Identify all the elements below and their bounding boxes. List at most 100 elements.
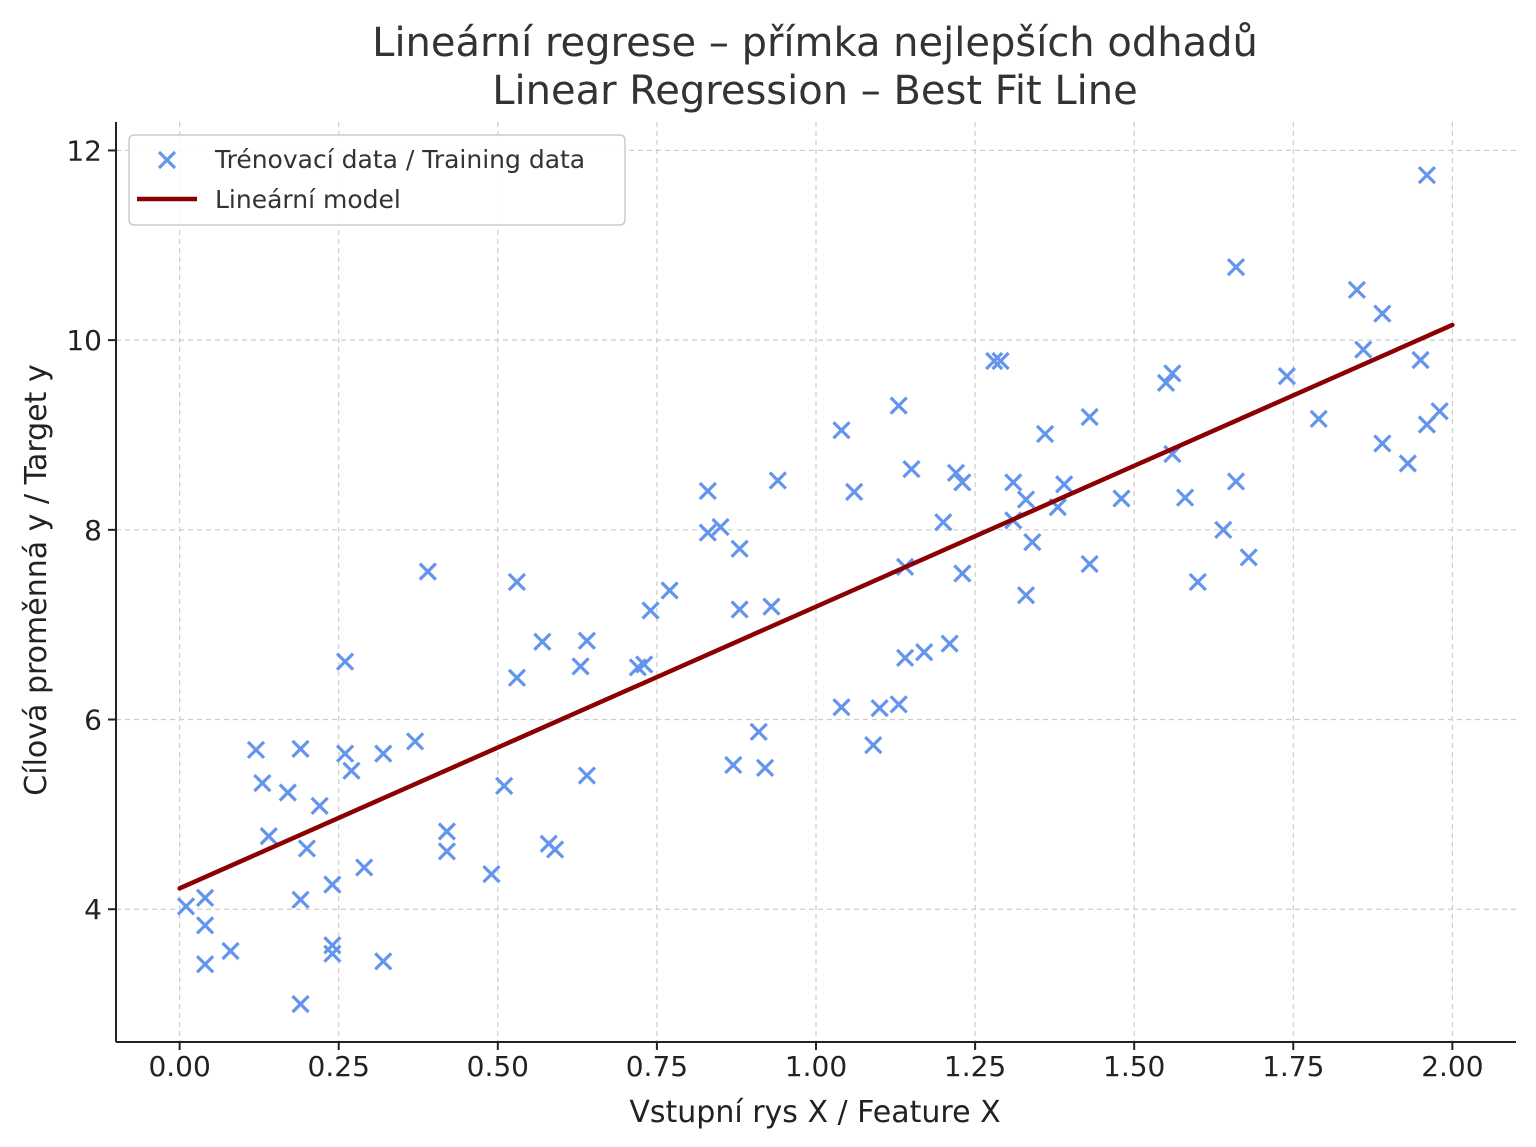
data-point-30 — [507, 668, 527, 687]
data-point-4-stroke-b — [221, 941, 240, 961]
data-point-16 — [323, 944, 342, 963]
data-point-26 — [437, 842, 457, 861]
data-point-17-stroke-b — [335, 652, 355, 671]
chart-title-line-2: Linear Regression – Best Fit Line — [492, 68, 1138, 114]
data-point-86 — [1226, 472, 1246, 491]
data-point-25 — [437, 822, 457, 841]
data-point-28 — [495, 776, 514, 796]
data-point-39 — [641, 601, 660, 620]
data-point-28-stroke-b — [495, 776, 514, 796]
data-point-24 — [418, 562, 437, 581]
data-point-69-stroke-b — [1004, 473, 1023, 492]
data-point-72-stroke-b — [1016, 586, 1036, 605]
data-point-40 — [660, 581, 679, 600]
data-point-7 — [259, 827, 278, 846]
data-point-61 — [915, 643, 934, 662]
data-point-56-stroke-b — [889, 396, 908, 415]
data-point-53-stroke-b — [845, 482, 864, 502]
data-point-22 — [374, 744, 393, 763]
y-tick-label-0: 4 — [84, 893, 102, 926]
legend-label-linear-model: Lineární model — [215, 185, 401, 214]
data-point-78 — [1080, 554, 1099, 574]
legend-scatter-x-stroke-b — [157, 150, 177, 170]
data-point-85 — [1214, 520, 1233, 539]
data-point-30-stroke-b — [507, 668, 527, 687]
data-point-56 — [889, 396, 908, 415]
data-point-87 — [1226, 257, 1246, 277]
data-point-57 — [889, 695, 908, 714]
data-point-38-stroke-b — [635, 655, 654, 674]
data-point-22-stroke-b — [374, 744, 393, 763]
data-point-99 — [1430, 402, 1449, 421]
y-tick-label-4: 12 — [66, 134, 102, 167]
data-point-8-stroke-b — [278, 783, 297, 802]
data-point-69 — [1004, 473, 1023, 492]
legend: Trénovací data / Training data Lineární … — [128, 134, 626, 226]
data-point-65-stroke-b — [953, 473, 972, 492]
x-tick-label-5: 1.25 — [944, 1050, 1006, 1083]
data-point-88-stroke-b — [1239, 548, 1258, 567]
data-point-0-stroke-b — [176, 897, 196, 916]
data-point-6 — [253, 773, 272, 793]
data-point-96 — [1411, 350, 1430, 370]
data-point-89-stroke-b — [1277, 367, 1297, 386]
data-point-25-stroke-b — [437, 822, 457, 841]
data-point-38 — [635, 655, 654, 674]
data-point-12 — [297, 839, 317, 858]
legend-scatter-x — [157, 150, 177, 170]
x-tick-label-7: 1.75 — [1262, 1050, 1324, 1083]
data-point-46 — [730, 600, 749, 619]
data-point-79 — [1112, 489, 1131, 508]
data-point-81-stroke-b — [1163, 364, 1182, 383]
data-point-54-stroke-b — [864, 736, 883, 755]
data-point-66-stroke-b — [953, 564, 972, 583]
data-point-67-stroke-b — [985, 351, 1004, 371]
data-point-6-stroke-b — [253, 773, 272, 793]
data-point-24-stroke-b — [418, 562, 437, 581]
data-point-71 — [1016, 490, 1036, 509]
data-point-63 — [940, 634, 959, 653]
data-point-7-stroke-b — [259, 827, 278, 846]
data-point-29-stroke-b — [507, 572, 527, 592]
data-point-31-stroke-b — [533, 632, 552, 651]
data-point-12-stroke-b — [297, 839, 317, 858]
data-point-10-stroke-b — [291, 890, 310, 909]
data-point-84-stroke-b — [1188, 572, 1207, 592]
data-point-92 — [1354, 340, 1373, 359]
y-tick-label-3: 10 — [66, 324, 102, 357]
data-point-79-stroke-b — [1112, 489, 1131, 508]
data-point-11-stroke-b — [291, 739, 310, 759]
data-point-75-stroke-b — [1048, 497, 1067, 517]
data-point-23 — [405, 732, 425, 751]
data-point-60-stroke-b — [902, 460, 921, 479]
data-point-81 — [1163, 364, 1182, 383]
data-point-26-stroke-b — [437, 842, 457, 861]
data-point-17 — [335, 652, 355, 671]
data-point-10 — [291, 890, 310, 909]
data-point-43-stroke-b — [711, 517, 730, 537]
data-point-98-stroke-b — [1417, 165, 1437, 185]
data-point-11 — [291, 739, 310, 759]
data-point-5-stroke-b — [246, 740, 266, 760]
data-point-1 — [195, 888, 215, 907]
data-point-21 — [374, 952, 393, 971]
legend-label-training-data: Trénovací data / Training data — [214, 145, 585, 174]
data-point-49-stroke-b — [762, 597, 781, 616]
data-point-55-stroke-b — [870, 699, 889, 718]
data-point-14-stroke-b — [323, 875, 342, 894]
data-point-73 — [1023, 533, 1042, 552]
data-point-57-stroke-b — [889, 695, 908, 714]
data-point-60 — [902, 460, 921, 479]
data-point-94-stroke-b — [1373, 434, 1392, 453]
data-point-34 — [571, 657, 590, 676]
data-point-13-stroke-b — [310, 796, 329, 815]
data-point-20-stroke-b — [355, 858, 374, 877]
data-point-42-stroke-b — [698, 523, 717, 542]
data-point-9-stroke-b — [291, 994, 310, 1014]
data-point-44-stroke-b — [724, 755, 743, 775]
data-point-33-stroke-b — [545, 840, 565, 859]
data-point-49 — [762, 597, 781, 616]
data-point-95-stroke-b — [1398, 454, 1417, 473]
data-point-45-stroke-b — [730, 539, 749, 558]
data-point-27-stroke-b — [482, 864, 501, 884]
